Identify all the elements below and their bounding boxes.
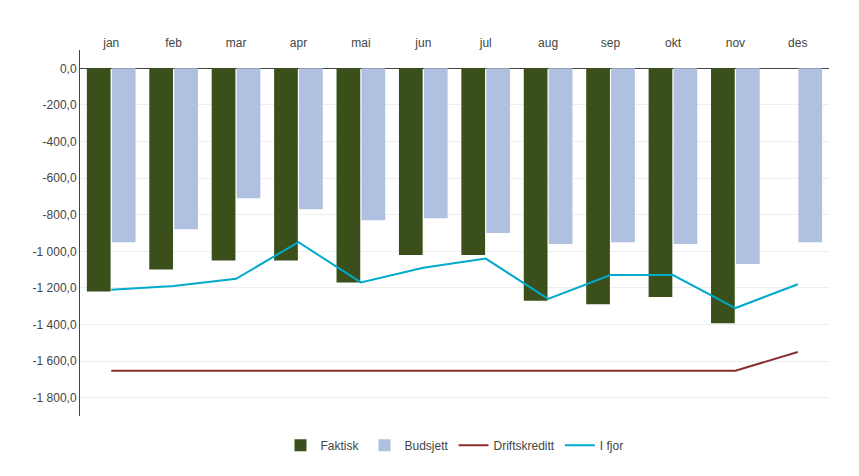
svg-text:-1 000,0: -1 000,0 [33, 245, 77, 259]
svg-text:okt: okt [665, 36, 682, 50]
svg-text:mar: mar [226, 36, 247, 50]
svg-text:-1 600,0: -1 600,0 [33, 354, 77, 368]
svg-text:-1 400,0: -1 400,0 [33, 318, 77, 332]
svg-text:jan: jan [102, 36, 119, 50]
svg-text:Faktisk: Faktisk [321, 439, 360, 453]
svg-text:jul: jul [479, 36, 492, 50]
svg-text:sep: sep [601, 36, 621, 50]
svg-text:-1 800,0: -1 800,0 [33, 391, 77, 405]
svg-text:Driftskreditt: Driftskreditt [494, 439, 555, 453]
svg-text:-200,0: -200,0 [43, 98, 77, 112]
svg-text:-600,0: -600,0 [43, 171, 77, 185]
svg-text:-800,0: -800,0 [43, 208, 77, 222]
svg-text:-400,0: -400,0 [43, 135, 77, 149]
svg-text:aug: aug [538, 36, 558, 50]
svg-text:I fjor: I fjor [600, 439, 623, 453]
svg-text:0,0: 0,0 [60, 62, 77, 76]
svg-text:des: des [788, 36, 807, 50]
svg-text:feb: feb [165, 36, 182, 50]
svg-text:Budsjett: Budsjett [405, 439, 449, 453]
svg-text:jun: jun [414, 36, 431, 50]
svg-text:nov: nov [726, 36, 745, 50]
svg-text:mai: mai [351, 36, 370, 50]
svg-text:apr: apr [290, 36, 307, 50]
svg-text:-1 200,0: -1 200,0 [33, 281, 77, 295]
